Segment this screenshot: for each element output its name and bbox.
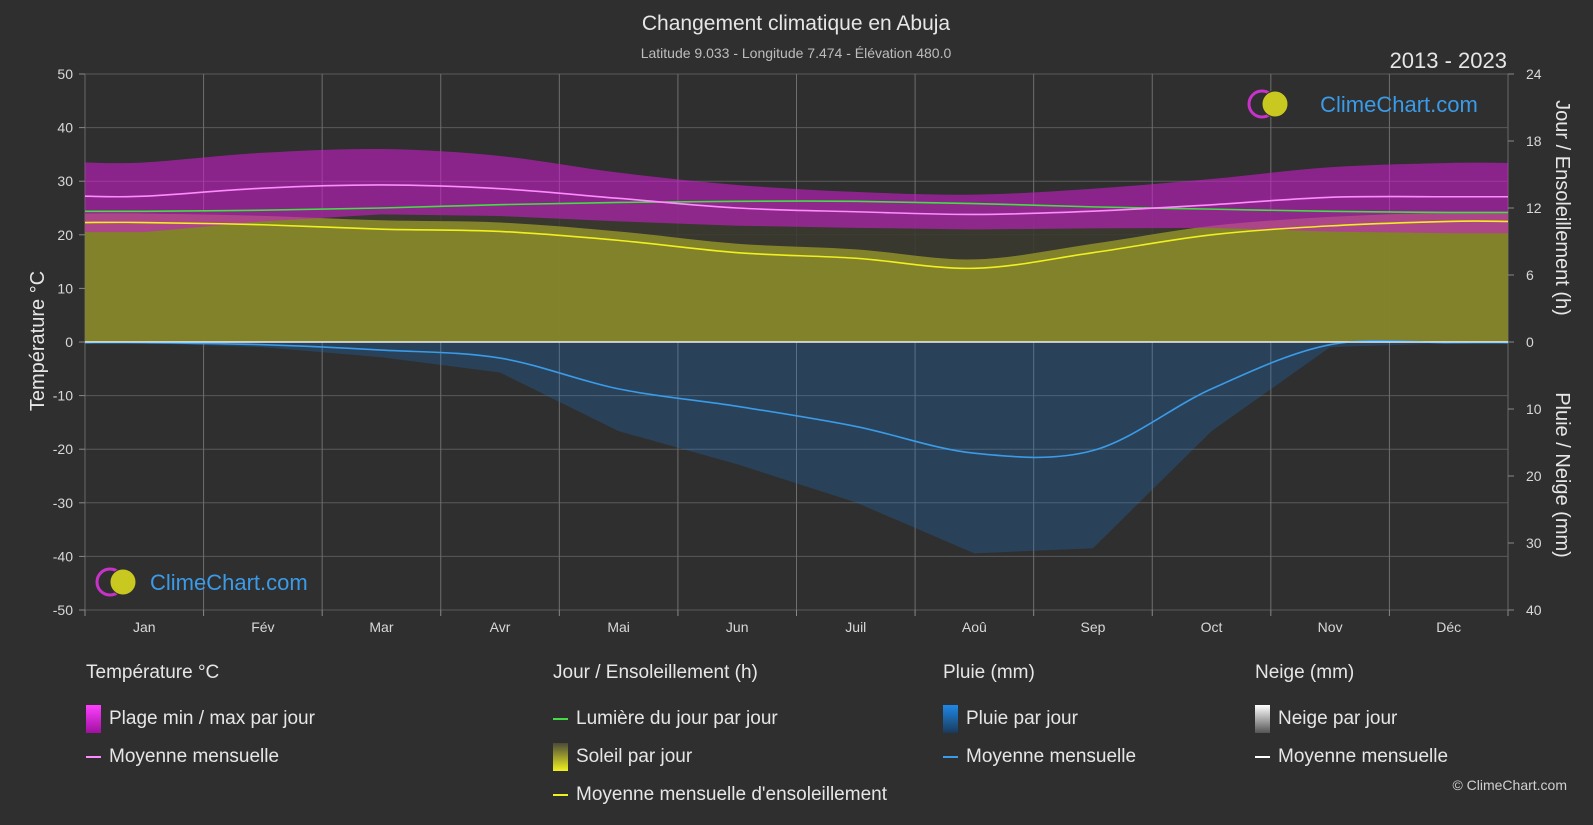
snow-swatch-icon	[1255, 705, 1270, 733]
left-tick-label: -30	[53, 495, 73, 511]
left-tick-label: -10	[53, 388, 73, 404]
left-tick-label: 10	[57, 280, 73, 296]
right-top-tick-label: 0	[1526, 334, 1534, 350]
temperature-range-area	[85, 148, 1508, 234]
daylight-line	[84, 200, 1509, 214]
legend-label: Moyenne mensuelle d'ensoleillement	[576, 784, 887, 805]
legend-item: Moyenne mensuelle d'ensoleillement	[553, 776, 887, 814]
month-tick-label: Jun	[726, 619, 749, 635]
chart-title: Changement climatique en Abuja	[642, 12, 951, 35]
legend-label: Lumière du jour par jour	[576, 708, 778, 729]
legend-heading: Température °C	[86, 662, 220, 683]
legend-temperature: Température °C Plage min / max par jour …	[86, 662, 315, 776]
left-tick-label: 20	[57, 227, 73, 243]
legend-label: Neige par jour	[1278, 708, 1398, 729]
axes: 50 40 30 20 10 0 -10 -20 -30 -40 -50 Jan Fév Mar Avr Ma…	[53, 66, 1542, 635]
brand-logo-bottom[interactable]: ClimeChart.com	[95, 567, 308, 597]
legend-item: Pluie par jour	[943, 700, 1136, 738]
legend-label: Plage min / max par jour	[109, 708, 315, 729]
right-top-tick-label: 18	[1526, 133, 1542, 149]
left-tick-label: -40	[53, 548, 73, 564]
legend-rain: Pluie (mm) Pluie par jour Moyenne mensue…	[943, 662, 1136, 776]
month-tick-label: Mai	[607, 619, 630, 635]
month-tick-label: Avr	[490, 619, 511, 635]
month-tick-label: Fév	[251, 619, 274, 635]
legend-item: Plage min / max par jour	[86, 700, 315, 738]
copyright[interactable]: © ClimeChart.com	[1452, 777, 1567, 793]
rain-area	[85, 342, 1508, 554]
brand-logo-top[interactable]: ClimeChart.com	[1247, 89, 1478, 119]
right-top-tick-label: 24	[1526, 66, 1542, 82]
month-tick-label: Déc	[1436, 619, 1461, 635]
legend-item: Lumière du jour par jour	[553, 700, 887, 738]
legend-snow: Neige (mm) Neige par jour Moyenne mensue…	[1255, 662, 1448, 776]
temperature-mean-line	[84, 184, 1509, 216]
sunshine-area	[85, 212, 1508, 342]
legend-label: Moyenne mensuelle	[109, 746, 280, 767]
right-axis-label-top: Jour / Ensoleillement (h)	[1551, 100, 1573, 316]
legend-label: Pluie par jour	[966, 708, 1078, 729]
sunshine-swatch-icon	[553, 743, 568, 771]
legend-item: Moyenne mensuelle	[1255, 738, 1448, 776]
left-tick-label: 0	[65, 334, 73, 350]
brand-name: ClimeChart.com	[150, 570, 308, 595]
daylight-swatch-icon	[553, 718, 568, 720]
legend-item: Soleil par jour	[553, 738, 887, 776]
legend-sun: Jour / Ensoleillement (h) Lumière du jou…	[553, 662, 887, 814]
month-tick-label: Aoû	[962, 619, 987, 635]
chart-subtitle: Latitude 9.033 - Longitude 7.474 - Éléva…	[641, 45, 952, 61]
rain-swatch-icon	[943, 705, 958, 733]
logo-globe-icon	[1261, 90, 1289, 118]
right-bottom-tick-label: 20	[1526, 468, 1542, 484]
legend-heading: Jour / Ensoleillement (h)	[553, 662, 758, 683]
sunshine-mean-line	[84, 220, 1509, 270]
data-bands	[85, 148, 1508, 554]
left-tick-label: -20	[53, 441, 73, 457]
legend-label: Moyenne mensuelle	[1278, 746, 1449, 767]
right-top-tick-label: 12	[1526, 200, 1542, 216]
rain-mean-line	[84, 339, 1509, 459]
right-bottom-tick-label: 40	[1526, 602, 1542, 618]
legend-label: Moyenne mensuelle	[966, 746, 1137, 767]
month-tick-label: Juil	[845, 619, 866, 635]
legend-heading: Pluie (mm)	[943, 662, 1035, 683]
month-tick-label: Oct	[1201, 619, 1223, 635]
right-axis-label-bottom: Pluie / Neige (mm)	[1551, 392, 1573, 558]
legend-label: Soleil par jour	[576, 746, 693, 767]
temp-range-swatch-icon	[86, 705, 101, 733]
right-bottom-tick-label: 30	[1526, 535, 1542, 551]
logo-globe-icon	[109, 568, 137, 596]
month-tick-label: Nov	[1318, 619, 1343, 635]
left-axis-label: Température °C	[27, 271, 49, 411]
right-top-tick-label: 6	[1526, 267, 1534, 283]
sunshine-mean-swatch-icon	[553, 794, 568, 796]
rain-mean-swatch-icon	[943, 756, 958, 758]
snow-mean-swatch-icon	[1255, 756, 1270, 758]
left-tick-label: 30	[57, 173, 73, 189]
legend-heading: Neige (mm)	[1255, 662, 1355, 683]
data-lines	[84, 184, 1509, 459]
right-bottom-tick-label: 10	[1526, 401, 1542, 417]
legend-item: Moyenne mensuelle	[86, 738, 315, 776]
legend-item: Moyenne mensuelle	[943, 738, 1136, 776]
year-range: 2013 - 2023	[1390, 48, 1507, 73]
month-tick-label: Jan	[133, 619, 156, 635]
month-tick-label: Mar	[369, 619, 393, 635]
brand-name: ClimeChart.com	[1320, 92, 1478, 117]
left-tick-label: 50	[57, 66, 73, 82]
temp-mean-swatch-icon	[86, 756, 101, 758]
left-tick-label: 40	[57, 120, 73, 136]
legend-item: Neige par jour	[1255, 700, 1448, 738]
left-tick-label: -50	[53, 602, 73, 618]
month-tick-label: Sep	[1080, 619, 1105, 635]
